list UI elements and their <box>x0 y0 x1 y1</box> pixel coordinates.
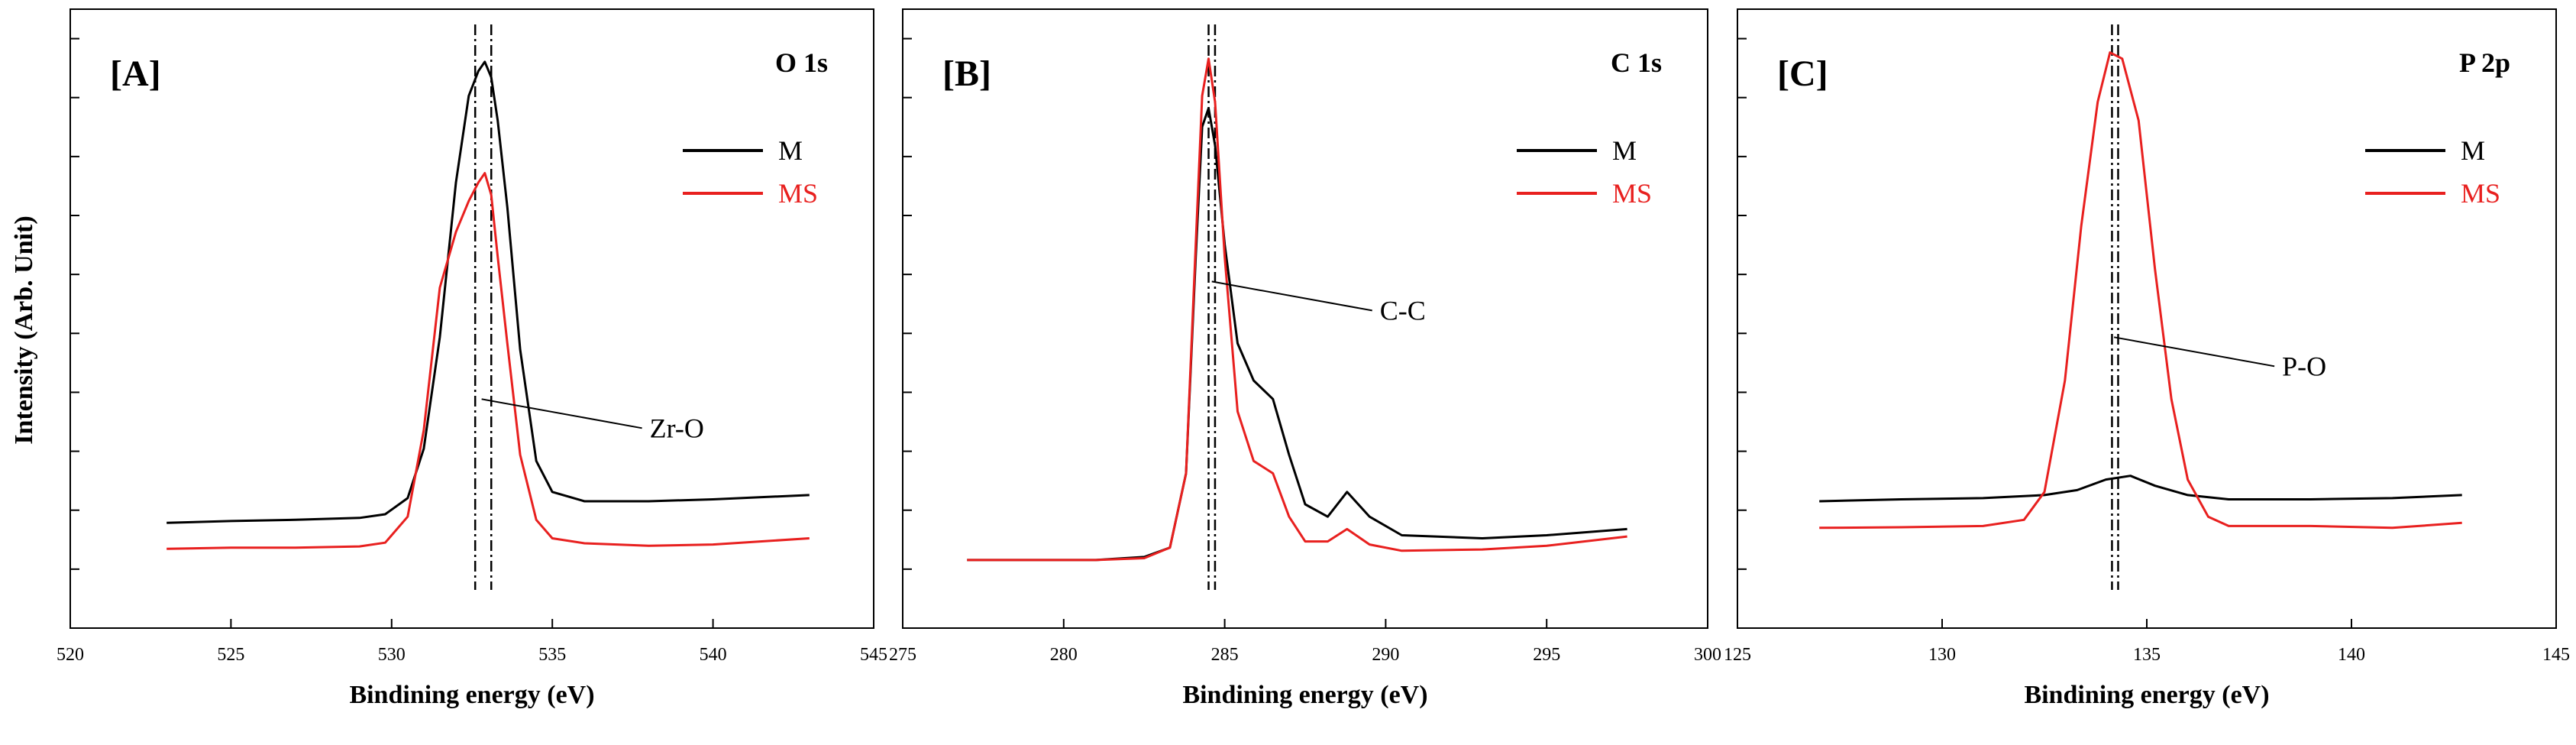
legend-label-m: M <box>2461 135 2485 166</box>
series-line-m <box>166 60 810 524</box>
x-axis-label: Bindining energy (eV) <box>349 681 594 709</box>
x-tick-label: 535 <box>538 645 566 665</box>
x-tick-label: 525 <box>217 645 244 665</box>
annotation-label: Zr-O <box>650 413 704 443</box>
panel-title: P 2p <box>2459 47 2510 78</box>
annotation-leader <box>1211 280 1372 312</box>
legend-label-m: M <box>1612 135 1637 166</box>
legend-label-ms: MS <box>778 178 818 209</box>
plot-frame <box>69 8 874 629</box>
x-tick-label: 520 <box>57 645 84 665</box>
x-tick-label: 125 <box>1724 645 1751 665</box>
series-line-ms <box>967 57 1627 562</box>
x-tick-label: 285 <box>1211 645 1239 665</box>
x-tick-label: 540 <box>700 645 727 665</box>
plot-frame <box>902 8 1708 629</box>
panel-title: C 1s <box>1611 47 1662 78</box>
legend-label-m: M <box>778 135 803 166</box>
annotation-label: P-O <box>2282 351 2326 381</box>
x-tick-label: 300 <box>1694 645 1721 665</box>
series-line-m <box>967 107 1627 562</box>
legend-label-ms: MS <box>1612 178 1652 209</box>
x-tick-label: 530 <box>378 645 406 665</box>
annotation-label: C-C <box>1380 295 1426 326</box>
x-tick-label: 545 <box>860 645 887 665</box>
x-tick-label: 295 <box>1533 645 1560 665</box>
panel-1: 520 525 530 535 540 545 Bindining energy (eV) [… <box>57 8 887 709</box>
plot-frame <box>1737 8 2557 629</box>
panel-label: [A] <box>110 53 161 94</box>
panel-label: [B] <box>942 53 991 94</box>
x-tick-label: 275 <box>889 645 916 665</box>
panel-3: 125 130 135 140 145 Bindining energy (eV) [C] P… <box>1724 8 2570 709</box>
x-tick-label: 130 <box>1928 645 1956 665</box>
legend-label-ms: MS <box>2461 178 2500 209</box>
series-line-m <box>1819 475 2462 503</box>
x-axis-label: Bindining energy (eV) <box>1182 681 1427 709</box>
series-line-ms <box>166 172 810 550</box>
x-tick-label: 140 <box>2338 645 2365 665</box>
x-tick-label: 135 <box>2133 645 2161 665</box>
x-tick-label: 145 <box>2542 645 2570 665</box>
x-tick-label: 290 <box>1372 645 1399 665</box>
x-axis-label: Bindining energy (eV) <box>2024 681 2269 709</box>
panel-2: 275 280 285 290 295 300 Bindining energy (eV) [… <box>889 8 1721 709</box>
x-tick-label: 280 <box>1050 645 1078 665</box>
y-axis-label: Intensity (Arb. Unit) <box>10 215 38 444</box>
panel-label: [C] <box>1777 53 1828 94</box>
panel-title: O 1s <box>775 47 828 78</box>
annotation-leader <box>481 398 642 429</box>
annotation-leader <box>2113 336 2275 368</box>
series-line-ms <box>1819 51 2462 530</box>
